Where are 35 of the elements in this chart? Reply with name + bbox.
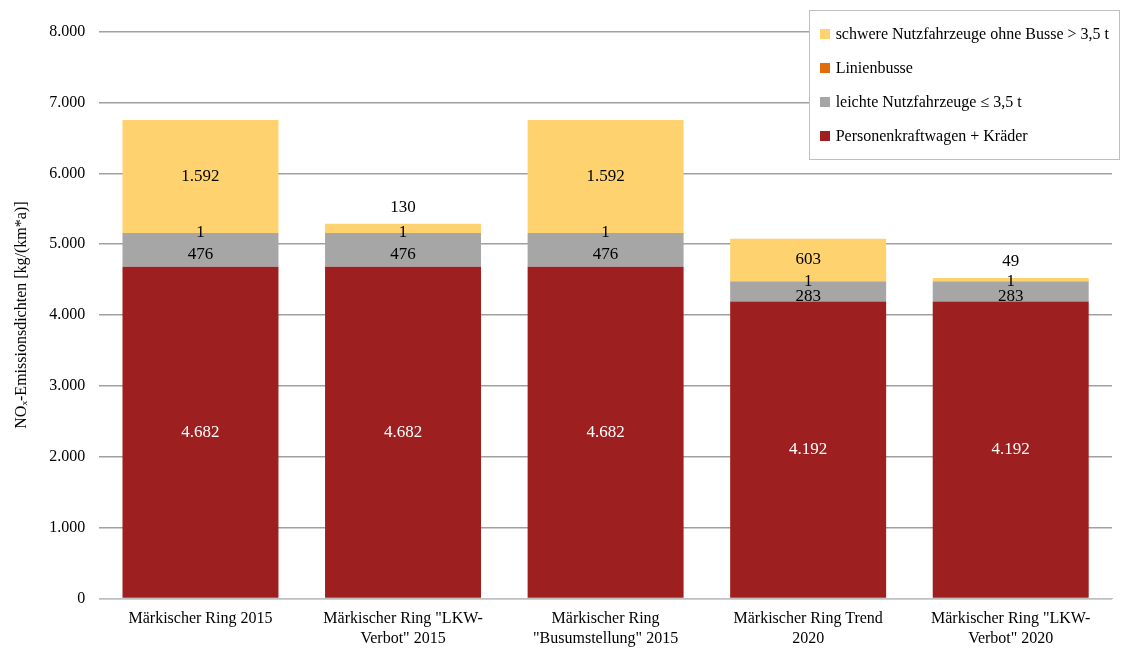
legend-label: leichte Nutzfahrzeuge ≤ 3,5 t: [835, 92, 1022, 113]
data-label: 476: [187, 244, 214, 264]
y-tick-label: 3.000: [49, 376, 86, 394]
data-label: 1: [398, 222, 408, 242]
y-tick-label: 8.000: [49, 21, 86, 39]
data-label: 4.682: [586, 421, 625, 441]
data-label: 4.682: [383, 421, 423, 441]
data-label: 130: [390, 197, 416, 217]
data-label: 476: [592, 244, 619, 264]
x-tick-label: Märkischer Ring "Busumstellung" 2015: [533, 609, 679, 647]
data-label: 1.592: [181, 166, 220, 186]
legend-label: Linienbusse: [835, 58, 913, 78]
y-tick-label: 1.000: [49, 517, 86, 535]
x-tick-label: Märkischer Ring 2015: [128, 609, 273, 628]
data-label: 4.192: [991, 439, 1030, 459]
legend-label: schwere Nutzfahrzeuge ohne Busse > 3,5 t: [835, 24, 1109, 45]
y-tick-label: 6.000: [49, 163, 86, 181]
y-tick-label: 2.000: [49, 447, 86, 465]
y-tick-label: 7.000: [49, 92, 86, 110]
y-tick-label: 0: [77, 588, 86, 606]
x-tick-label: Märkischer Ring Trend 2020: [733, 609, 883, 646]
y-tick-label: 5.000: [49, 234, 86, 252]
x-tick-label: Märkischer Ring "LKW- Verbot" 2020: [931, 609, 1091, 646]
data-label: 1.592: [586, 166, 625, 186]
data-label: 49: [1002, 251, 1020, 271]
data-label: 4.682: [181, 421, 220, 441]
y-tick-label: 4.000: [49, 305, 86, 323]
data-label: 1: [601, 222, 610, 242]
x-tick-label: Märkischer Ring "LKW- Verbot" 2015: [323, 609, 483, 646]
data-label: 1: [196, 222, 205, 242]
legend-label: Personenkraftwagen + Kräder: [835, 126, 1028, 147]
data-label: 603: [795, 249, 821, 269]
data-label: 4.192: [789, 439, 828, 459]
data-label: 476: [390, 244, 416, 264]
y-axis-title: NOₓ-Emissionsdichten [kg/(km*a)]: [11, 201, 30, 429]
